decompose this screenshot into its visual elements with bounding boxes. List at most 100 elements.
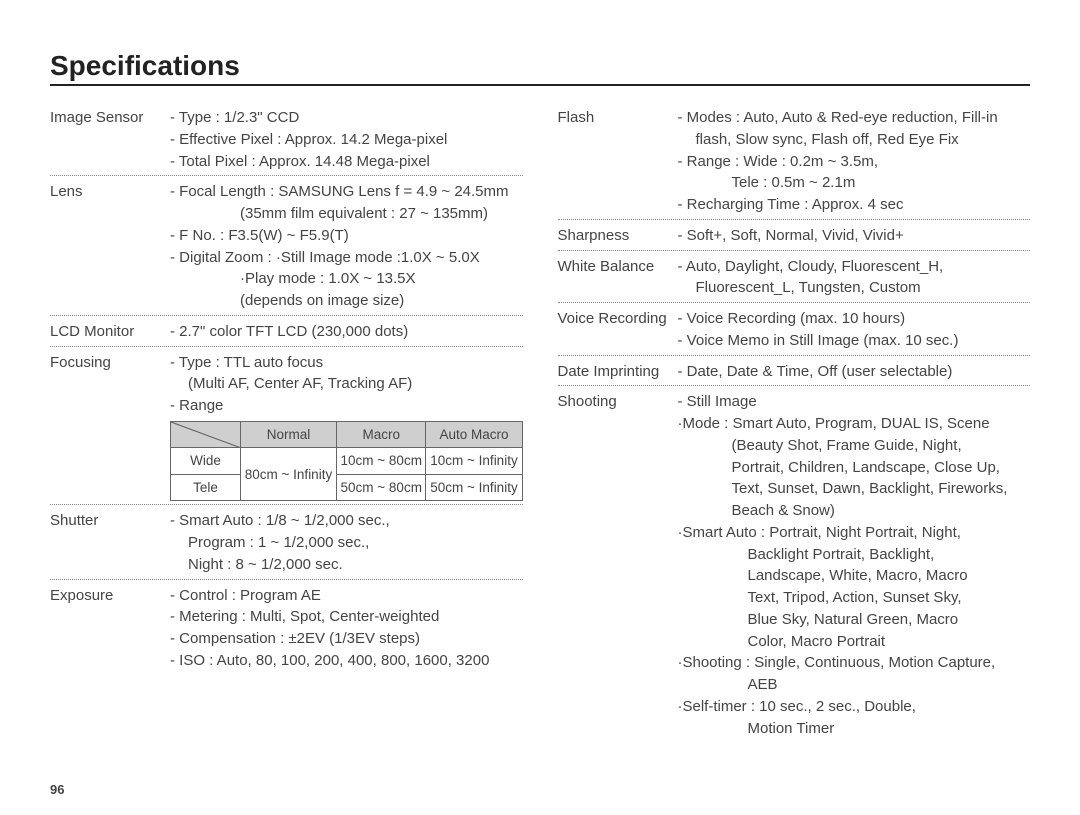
spec-line: Range [170, 395, 523, 417]
spec-line: Total Pixel : Approx. 14.48 Mega-pixel [170, 151, 523, 173]
spec-line: (depends on image size) [170, 290, 523, 312]
page-title: Specifications [50, 50, 1030, 86]
spec-line: ISO : Auto, 80, 100, 200, 400, 800, 1600… [170, 650, 523, 672]
table-header: Macro [337, 421, 426, 448]
spec-body: Soft+, Soft, Normal, Vivid, Vivid+ [678, 225, 1031, 247]
spec-line: Blue Sky, Natural Green, Macro [678, 609, 1031, 631]
spec-line: Soft+, Soft, Normal, Vivid, Vivid+ [678, 225, 1031, 247]
spec-label: Flash [558, 107, 678, 216]
table-row-label: Tele [171, 474, 241, 501]
spec-line: Date, Date & Time, Off (user selectable) [678, 361, 1031, 383]
spec-label: Sharpness [558, 225, 678, 247]
spec-line: Landscape, White, Macro, Macro [678, 565, 1031, 587]
spec-body: Smart Auto : 1/8 ~ 1/2,000 sec., Program… [170, 510, 523, 575]
table-row: Tele 50cm ~ 80cm 50cm ~ Infinity [171, 474, 523, 501]
spec-body: Control : Program AE Metering : Multi, S… [170, 585, 523, 672]
spec-line: Range : Wide : 0.2m ~ 3.5m, [678, 151, 1031, 173]
spec-line: F No. : F3.5(W) ~ F5.9(T) [170, 225, 523, 247]
spec-label: Lens [50, 181, 170, 312]
spec-label: Image Sensor [50, 107, 170, 172]
spec-image-sensor: Image Sensor Type : 1/2.3" CCD Effective… [50, 104, 523, 176]
spec-line: Digital Zoom : ·Still Image mode :1.0X ~… [170, 247, 523, 269]
spec-body: Still Image ·Mode : Smart Auto, Program,… [678, 391, 1031, 739]
spec-label: Focusing [50, 352, 170, 502]
spec-line: Metering : Multi, Spot, Center-weighted [170, 606, 523, 628]
spec-body: Type : 1/2.3" CCD Effective Pixel : Appr… [170, 107, 523, 172]
page: Specifications Image Sensor Type : 1/2.3… [0, 0, 1080, 815]
spec-line: Fluorescent_L, Tungsten, Custom [678, 277, 1031, 299]
table-header: Normal [241, 421, 337, 448]
spec-line: Text, Tripod, Action, Sunset Sky, [678, 587, 1031, 609]
table-row-label: Wide [171, 448, 241, 475]
spec-line: Smart Auto : 1/8 ~ 1/2,000 sec., [170, 510, 523, 532]
spec-line: Night : 8 ~ 1/2,000 sec. [170, 554, 523, 576]
spec-line: Beach & Snow) [678, 500, 1031, 522]
spec-line: (Multi AF, Center AF, Tracking AF) [170, 373, 523, 395]
spec-line: 2.7" color TFT LCD (230,000 dots) [170, 321, 523, 343]
spec-body: Type : TTL auto focus (Multi AF, Center … [170, 352, 523, 502]
focusing-range-table: Normal Macro Auto Macro Wide 80cm ~ Infi… [170, 421, 523, 502]
spec-exposure: Exposure Control : Program AE Metering :… [50, 582, 523, 675]
spec-label: Shooting [558, 391, 678, 739]
spec-label: Exposure [50, 585, 170, 672]
spec-line: Color, Macro Portrait [678, 631, 1031, 653]
spec-label: White Balance [558, 256, 678, 300]
spec-line: (Beauty Shot, Frame Guide, Night, [678, 435, 1031, 457]
table-header: Auto Macro [426, 421, 522, 448]
spec-line: Recharging Time : Approx. 4 sec [678, 194, 1031, 216]
spec-line: flash, Slow sync, Flash off, Red Eye Fix [678, 129, 1031, 151]
table-row: Wide 80cm ~ Infinity 10cm ~ 80cm 10cm ~ … [171, 448, 523, 475]
spec-line: ·Self-timer : 10 sec., 2 sec., Double, [678, 696, 1031, 718]
spec-date-imprinting: Date Imprinting Date, Date & Time, Off (… [558, 358, 1031, 387]
spec-line: Modes : Auto, Auto & Red-eye reduction, … [678, 107, 1031, 129]
spec-line: ·Shooting : Single, Continuous, Motion C… [678, 652, 1031, 674]
spec-shooting: Shooting Still Image ·Mode : Smart Auto,… [558, 388, 1031, 742]
spec-columns: Image Sensor Type : 1/2.3" CCD Effective… [50, 104, 1030, 744]
spec-line: Program : 1 ~ 1/2,000 sec., [170, 532, 523, 554]
spec-line: Compensation : ±2EV (1/3EV steps) [170, 628, 523, 650]
spec-line: Focal Length : SAMSUNG Lens f = 4.9 ~ 24… [170, 181, 523, 203]
spec-body: Modes : Auto, Auto & Red-eye reduction, … [678, 107, 1031, 216]
spec-white-balance: White Balance Auto, Daylight, Cloudy, Fl… [558, 253, 1031, 304]
spec-shutter: Shutter Smart Auto : 1/8 ~ 1/2,000 sec.,… [50, 507, 523, 579]
spec-line: Portrait, Children, Landscape, Close Up, [678, 457, 1031, 479]
spec-voice-recording: Voice Recording Voice Recording (max. 10… [558, 305, 1031, 356]
table-diag-cell [171, 421, 241, 448]
spec-line: Voice Recording (max. 10 hours) [678, 308, 1031, 330]
table-cell: 10cm ~ 80cm [337, 448, 426, 475]
spec-body: Focal Length : SAMSUNG Lens f = 4.9 ~ 24… [170, 181, 523, 312]
spec-line: Type : TTL auto focus [170, 352, 523, 374]
spec-line: Tele : 0.5m ~ 2.1m [678, 172, 1031, 194]
diagonal-icon [171, 422, 240, 448]
table-cell: 50cm ~ 80cm [337, 474, 426, 501]
spec-line: Backlight Portrait, Backlight, [678, 544, 1031, 566]
left-column: Image Sensor Type : 1/2.3" CCD Effective… [50, 104, 523, 744]
spec-line: ·Mode : Smart Auto, Program, DUAL IS, Sc… [678, 413, 1031, 435]
page-number: 96 [50, 782, 64, 797]
spec-label: Voice Recording [558, 308, 678, 352]
spec-lcd: LCD Monitor 2.7" color TFT LCD (230,000 … [50, 318, 523, 347]
table-row: Normal Macro Auto Macro [171, 421, 523, 448]
spec-line: Effective Pixel : Approx. 14.2 Mega-pixe… [170, 129, 523, 151]
spec-label: Date Imprinting [558, 361, 678, 383]
table-cell: 80cm ~ Infinity [241, 448, 337, 501]
spec-line: Motion Timer [678, 718, 1031, 740]
spec-body: Voice Recording (max. 10 hours) Voice Me… [678, 308, 1031, 352]
table-cell: 10cm ~ Infinity [426, 448, 522, 475]
spec-body: 2.7" color TFT LCD (230,000 dots) [170, 321, 523, 343]
spec-flash: Flash Modes : Auto, Auto & Red-eye reduc… [558, 104, 1031, 220]
spec-focusing: Focusing Type : TTL auto focus (Multi AF… [50, 349, 523, 506]
spec-line: (35mm film equivalent : 27 ~ 135mm) [170, 203, 523, 225]
spec-line: ·Smart Auto : Portrait, Night Portrait, … [678, 522, 1031, 544]
spec-lens: Lens Focal Length : SAMSUNG Lens f = 4.9… [50, 178, 523, 316]
spec-body: Auto, Daylight, Cloudy, Fluorescent_H, F… [678, 256, 1031, 300]
spec-label: LCD Monitor [50, 321, 170, 343]
spec-line: Type : 1/2.3" CCD [170, 107, 523, 129]
spec-body: Date, Date & Time, Off (user selectable) [678, 361, 1031, 383]
spec-line: Voice Memo in Still Image (max. 10 sec.) [678, 330, 1031, 352]
table-cell: 50cm ~ Infinity [426, 474, 522, 501]
spec-line: AEB [678, 674, 1031, 696]
spec-label: Shutter [50, 510, 170, 575]
spec-line: Control : Program AE [170, 585, 523, 607]
spec-sharpness: Sharpness Soft+, Soft, Normal, Vivid, Vi… [558, 222, 1031, 251]
